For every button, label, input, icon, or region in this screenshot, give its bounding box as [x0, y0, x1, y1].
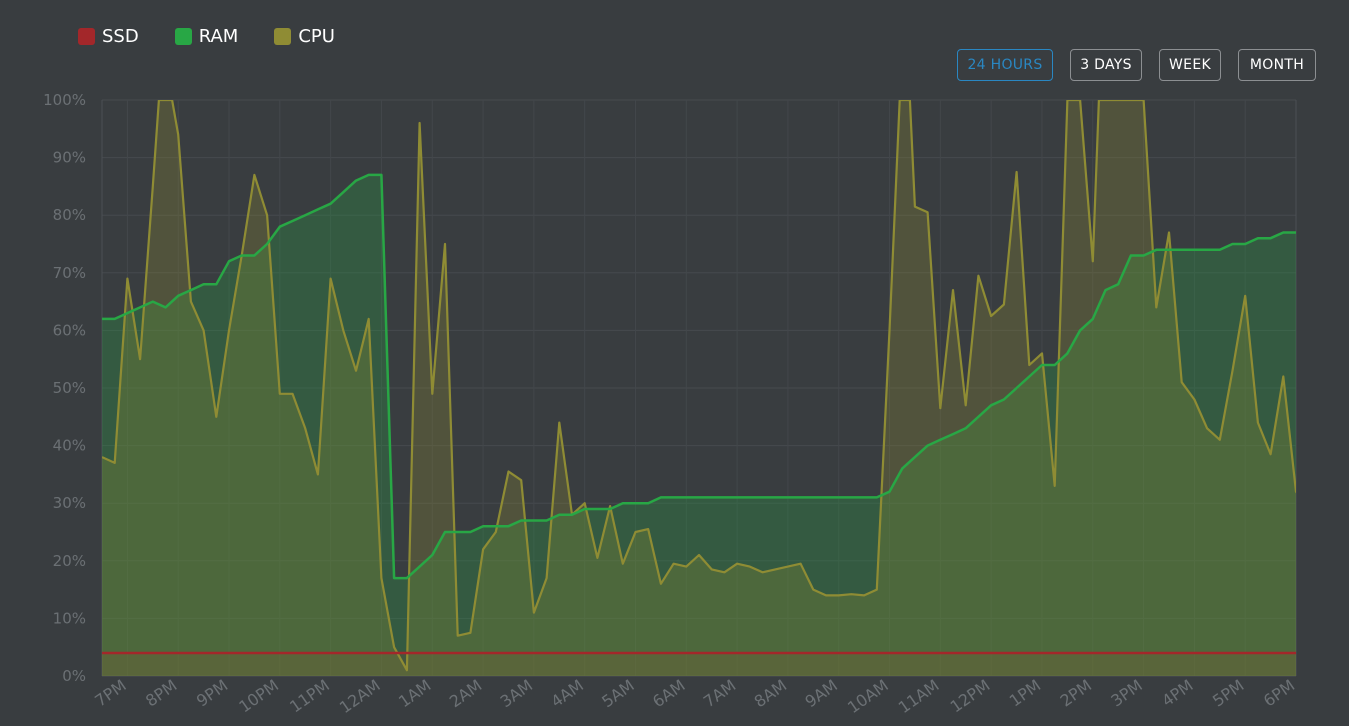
y-tick-label: 80% [53, 206, 86, 224]
x-tick-label: 9AM [802, 676, 842, 712]
y-tick-label: 40% [53, 437, 86, 455]
legend-swatch-ssd [78, 28, 95, 45]
chart-legend: SSD RAM CPU [78, 26, 371, 47]
x-tick-label: 1PM [1006, 676, 1044, 711]
x-tick-label: 5AM [598, 676, 638, 712]
x-tick-label: 9PM [193, 676, 231, 711]
y-tick-label: 30% [53, 494, 86, 512]
legend-label-ram: RAM [198, 26, 239, 47]
legend-label-cpu: CPU [298, 26, 335, 47]
y-tick-label: 20% [53, 552, 86, 570]
time-range-selector: 24 HOURS 3 DAYS WEEK MONTH [940, 49, 1316, 81]
range-24-hours-button[interactable]: 24 HOURS [957, 49, 1053, 81]
y-tick-label: 0% [62, 667, 86, 685]
legend-item-ram[interactable]: RAM [174, 26, 239, 47]
x-tick-label: 8AM [751, 676, 791, 712]
series-lines [102, 100, 1296, 672]
x-tick-label: 2PM [1057, 676, 1095, 711]
x-tick-label: 3AM [497, 676, 537, 712]
x-tick-label: 6AM [649, 676, 689, 712]
x-tick-label: 12PM [947, 676, 994, 717]
x-tick-label: 11PM [286, 676, 333, 717]
y-tick-label: 10% [53, 609, 86, 627]
x-tick-label: 1AM [395, 676, 435, 712]
x-tick-label: 11AM [895, 676, 943, 717]
x-tick-label: 3PM [1107, 676, 1145, 711]
x-tick-label: 6PM [1260, 676, 1298, 711]
series-area-ram [102, 174, 1296, 676]
x-tick-label: 7PM [91, 676, 129, 711]
y-axis-ticks: 0% 10% 20% 30% 40% 50% 60% 70% 80% 90% 100% [43, 91, 86, 685]
y-tick-label: 60% [53, 321, 86, 339]
x-tick-label: 2AM [446, 676, 486, 712]
x-tick-label: 12AM [336, 676, 384, 717]
series-line-ram [102, 173, 1296, 580]
x-tick-label: 4PM [1158, 676, 1196, 711]
y-tick-label: 100% [43, 91, 86, 109]
series-area-cpu [102, 100, 1296, 676]
range-month-button[interactable]: MONTH [1238, 49, 1316, 81]
x-tick-label: 8PM [142, 676, 180, 711]
x-axis-ticks: 7PM 8PM 9PM 10PM 11PM 12AM 1AM 2AM 3AM 4AM 5AM 6AM 7… [91, 676, 1298, 717]
x-tick-label: 7AM [700, 676, 740, 712]
series-line-cpu [102, 100, 1296, 672]
x-tick-label: 5PM [1209, 676, 1247, 711]
x-tick-label: 4AM [547, 676, 587, 712]
y-tick-label: 50% [53, 379, 86, 397]
range-week-button[interactable]: WEEK [1159, 49, 1221, 81]
legend-swatch-cpu [274, 28, 292, 45]
legend-swatch-ram [174, 28, 192, 45]
chart-grid [101, 99, 1297, 677]
legend-item-ssd[interactable]: SSD [78, 26, 139, 47]
legend-label-ssd: SSD [102, 26, 139, 47]
x-tick-label: 10PM [235, 676, 282, 717]
y-tick-label: 70% [53, 264, 86, 282]
x-tick-label: 10AM [844, 676, 892, 717]
legend-item-cpu[interactable]: CPU [274, 26, 335, 47]
y-tick-label: 90% [53, 149, 86, 167]
range-3-days-button[interactable]: 3 DAYS [1070, 49, 1142, 81]
